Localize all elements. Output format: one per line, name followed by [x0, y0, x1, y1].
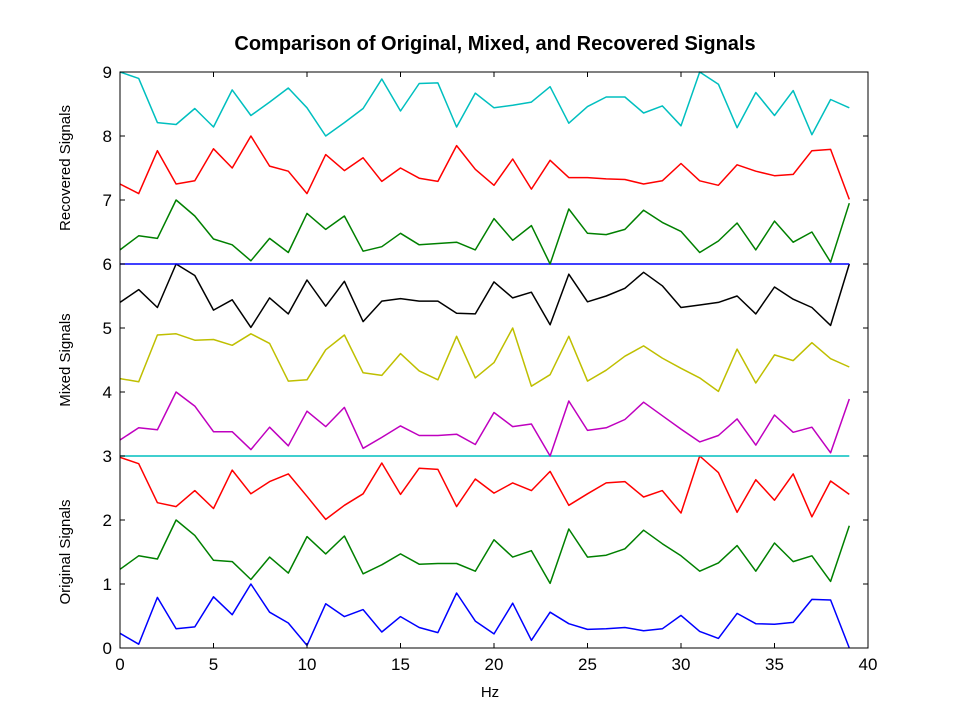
group-labels: Original Signals Mixed Signals Recovered S…	[57, 105, 74, 604]
x-tick-label: 35	[765, 655, 784, 674]
series-line-9	[119, 199, 851, 265]
chart-title: Comparison of Original, Mixed, and Recov…	[234, 33, 755, 55]
axis-layer: 0 5 10 15 20 25 30 35 40 0 1 2 3 4 5 6 7 8 9	[103, 63, 878, 674]
y-tick-label: 4	[103, 383, 112, 402]
group-label-2: Mixed Signals	[57, 313, 74, 406]
y-tick-label: 0	[103, 639, 112, 658]
series-line-3	[119, 455, 850, 521]
y-tick-label: 7	[103, 191, 112, 210]
series-line-2	[119, 519, 851, 585]
x-tick-label: 15	[391, 655, 410, 674]
y-tick-label: 8	[103, 127, 112, 146]
group-label-3: Recovered Signals	[57, 105, 74, 231]
group-label-1: Original Signals	[57, 499, 74, 604]
x-tick-label: 10	[298, 655, 317, 674]
x-tick-label: 25	[578, 655, 597, 674]
y-tick-label: 1	[103, 575, 112, 594]
y-tick-label: 2	[103, 511, 112, 530]
y-tick-label: 5	[103, 319, 112, 338]
series-line-11	[119, 71, 850, 137]
y-tick-label: 6	[103, 255, 112, 274]
x-axis-label: Hz	[481, 684, 499, 701]
y-tick-label: 3	[103, 447, 112, 466]
x-tick-label: 40	[859, 655, 878, 674]
x-tick-label: 0	[115, 655, 124, 674]
series-line-1	[119, 583, 850, 649]
series-layer	[119, 71, 851, 649]
x-tick-label: 20	[485, 655, 504, 674]
series-line-6	[119, 327, 850, 393]
x-tick-label: 5	[209, 655, 218, 674]
series-line-5	[119, 391, 851, 457]
series-line-7	[119, 263, 851, 329]
series-line-10	[119, 135, 851, 200]
x-tick-label: 30	[672, 655, 691, 674]
y-tick-label: 9	[103, 63, 112, 82]
